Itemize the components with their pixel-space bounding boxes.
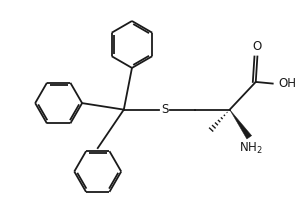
Text: O: O: [253, 40, 262, 53]
Text: NH$_2$: NH$_2$: [239, 141, 263, 156]
Polygon shape: [230, 110, 252, 139]
Text: OH: OH: [279, 77, 297, 90]
Text: S: S: [161, 103, 168, 116]
